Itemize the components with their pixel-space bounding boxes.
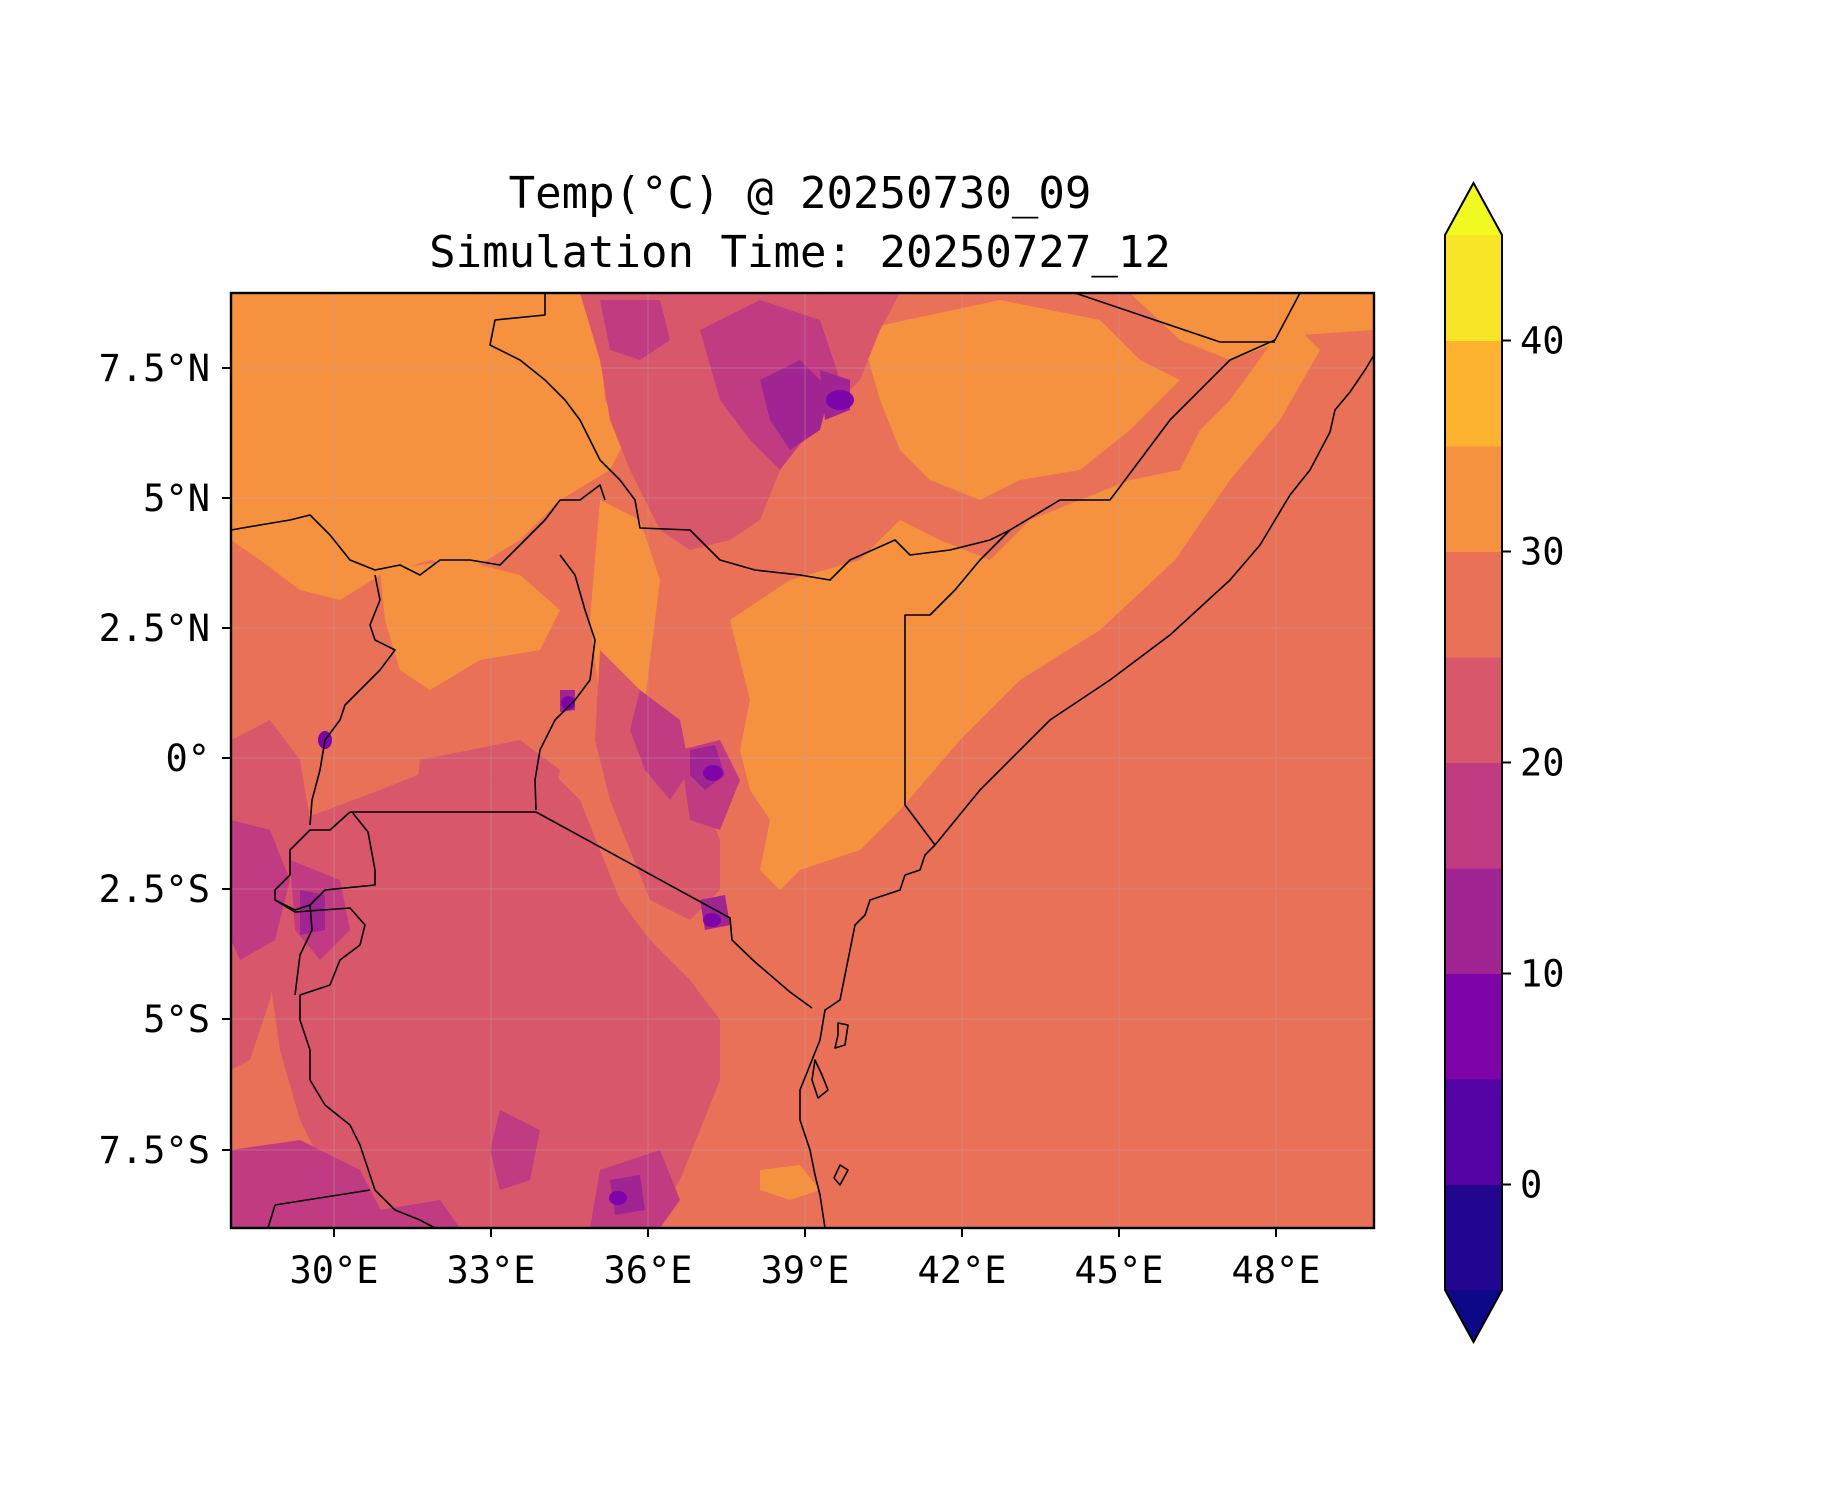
lon-tick-label: 30°E [289, 1249, 378, 1292]
lat-tick-label: 2.5°S [99, 868, 210, 911]
summit-fields [318, 390, 854, 1205]
colorbar-band [1445, 1079, 1502, 1185]
title-line-2: Simulation Time: 20250727_12 [429, 227, 1171, 278]
colorbar-tick-label: 40 [1520, 320, 1565, 363]
lon-tick-label: 33°E [446, 1249, 535, 1292]
lon-tick-label: 39°E [760, 1249, 849, 1292]
colorbar-band [1445, 762, 1502, 869]
title-line-1: Temp(°C) @ 20250730_09 [509, 168, 1092, 219]
lat-tick-label: 7.5°N [99, 347, 210, 390]
colorbar-band [1445, 551, 1502, 658]
colorbar-bands [1445, 235, 1502, 1291]
lat-tick-label: 0° [165, 737, 210, 780]
gridlines [231, 293, 1374, 1228]
lon-tick-label: 36°E [603, 1249, 692, 1292]
colorbar-band [1445, 1184, 1502, 1291]
lake-fields [420, 775, 535, 860]
colorbar-tick-label: 0 [1520, 1164, 1542, 1207]
colorbar-band [1445, 446, 1502, 552]
lat-tick-label: 5°N [143, 477, 210, 520]
colorbar-band [1445, 340, 1502, 447]
lon-tick-label: 42°E [917, 1249, 1006, 1292]
colorbar-band [1445, 868, 1502, 974]
colorbar-tick-label: 10 [1520, 953, 1565, 996]
lon-tick-label: 48°E [1231, 1249, 1320, 1292]
peak-fields [300, 360, 850, 1215]
colorbar-band [1445, 235, 1502, 341]
lat-axis: 7.5°N 5°N 2.5°N 0° 2.5°S 5°S 7.5°S [99, 347, 231, 1172]
lon-axis: 30°E 33°E 36°E 39°E 42°E 45°E 48°E [289, 1228, 1321, 1292]
country-borders [231, 293, 1374, 1228]
colorbar-extend-high [1445, 183, 1502, 235]
colorbar-band [1445, 657, 1502, 763]
colorbar-ticks: 40 30 20 10 0 [1502, 320, 1565, 1207]
colorbar-extend-low [1445, 1290, 1502, 1342]
lat-tick-label: 5°S [143, 998, 210, 1041]
lat-tick-label: 2.5°N [99, 607, 210, 650]
warm-lowland-fields [231, 293, 1374, 1200]
lon-tick-label: 45°E [1074, 1249, 1163, 1292]
colorbar-tick-label: 20 [1520, 742, 1565, 785]
map-frame [229, 291, 1376, 1230]
colorbar-band [1445, 973, 1502, 1080]
map-panel [231, 293, 1374, 1228]
colorbar-outline [1444, 180, 1503, 1345]
colorbar-tick-label: 30 [1520, 531, 1565, 574]
lat-tick-label: 7.5°S [99, 1129, 210, 1172]
colorbar: 40 30 20 10 0 [1444, 180, 1565, 1345]
